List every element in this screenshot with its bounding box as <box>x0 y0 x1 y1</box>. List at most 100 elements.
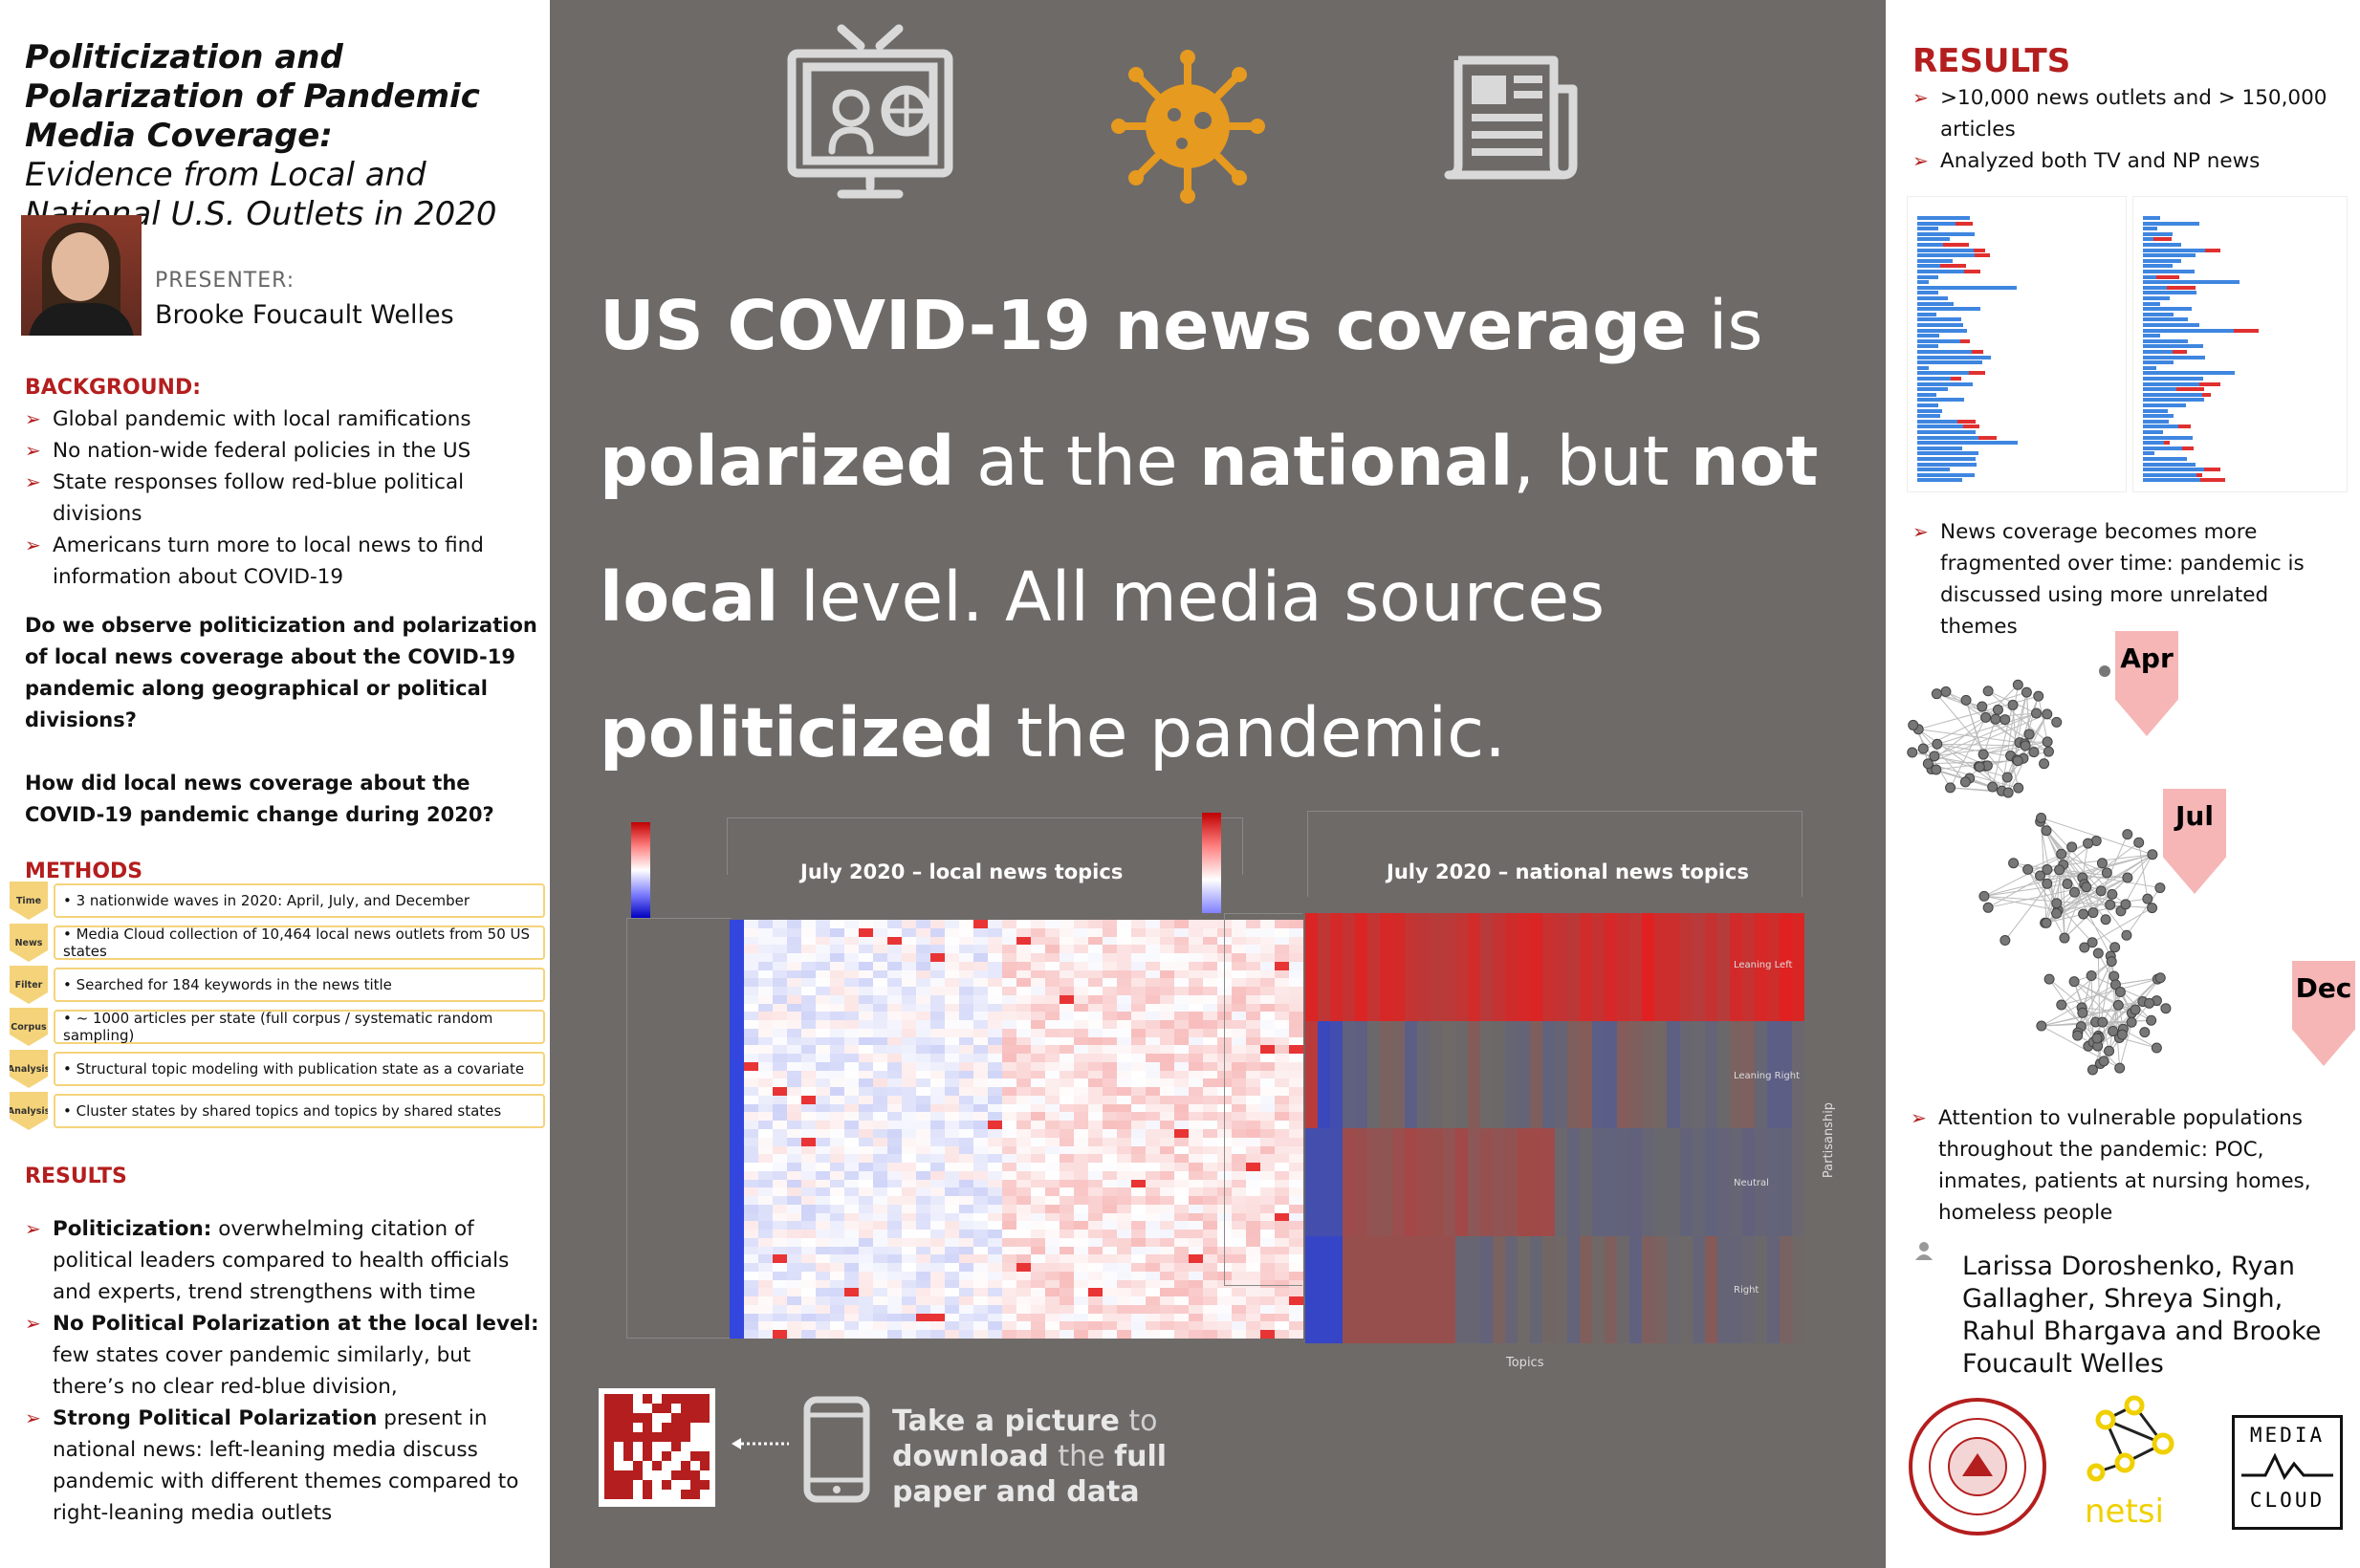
heatmap-cell <box>1246 1196 1260 1205</box>
heatmap-cell <box>773 1304 787 1314</box>
heatmap-cell <box>1060 1163 1074 1171</box>
heatmap-cell <box>1103 1103 1117 1113</box>
heatmap-cell <box>816 1304 830 1314</box>
network-node <box>2007 699 2019 710</box>
network-node <box>2160 1003 2172 1014</box>
heatmap-cell <box>1117 1121 1131 1129</box>
heatmap-cell <box>830 1179 844 1188</box>
heatmap-cell <box>787 1280 801 1289</box>
heatmap-cell <box>930 1279 945 1289</box>
heatmap-cell <box>1289 961 1303 970</box>
heatmap-cell <box>873 1095 887 1104</box>
heatmap-cell <box>830 978 844 988</box>
heatmap-cell <box>1103 1145 1117 1155</box>
heatmap-cell <box>1704 913 1717 1021</box>
heatmap-cell <box>930 1187 945 1197</box>
heatmap-cell <box>1232 1296 1246 1305</box>
heatmap-cell <box>1016 987 1031 995</box>
heatmap-cell <box>973 1045 988 1055</box>
heatmap-cell <box>988 1070 1002 1079</box>
heatmap-cell <box>830 1230 844 1238</box>
heatmap-cell <box>744 1145 758 1155</box>
network-node <box>2081 882 2092 893</box>
heatmap-cell <box>1103 1154 1117 1163</box>
heatmap-cell <box>1103 1313 1117 1322</box>
heatmap-cell <box>1160 1112 1174 1122</box>
heatmap-cell <box>1275 1330 1289 1339</box>
heatmap-cell <box>1074 1196 1088 1205</box>
network-node <box>1907 747 1918 758</box>
heatmap-cell <box>873 987 887 995</box>
network-node <box>2096 858 2108 869</box>
heatmap-cell <box>1131 1279 1146 1289</box>
heatmap-cell <box>1679 1128 1693 1236</box>
heatmap-cell <box>973 1028 988 1037</box>
heatmap-cell <box>830 1288 844 1297</box>
heatmap-cell <box>1146 1020 1160 1029</box>
bar <box>2143 414 2174 419</box>
heatmap-cell <box>945 1246 959 1255</box>
heatmap-cell <box>1103 1263 1117 1272</box>
heatmap-cell <box>859 1103 873 1113</box>
heatmap-cell <box>1045 1045 1060 1055</box>
heatmap-cell <box>844 1078 859 1087</box>
heatmap-cell <box>744 1045 758 1054</box>
heatmap-cell <box>1002 1104 1016 1113</box>
heatmap-cell <box>1232 1087 1246 1096</box>
heatmap-cell <box>1045 1145 1060 1155</box>
heatmap-cell <box>988 1112 1002 1122</box>
heatmap-cell <box>801 1230 816 1238</box>
heatmap-cell <box>1031 945 1045 953</box>
heatmap-cell <box>744 1321 758 1331</box>
heatmap-cell <box>959 1028 973 1037</box>
heatmap-cell <box>1117 978 1131 988</box>
bar <box>1917 243 1943 247</box>
heatmap-cell <box>873 1103 887 1113</box>
heatmap-cell <box>930 969 945 979</box>
heatmap-cell <box>1174 978 1189 987</box>
heatmap-cell <box>859 1246 873 1255</box>
network-node <box>2036 1020 2047 1032</box>
heatmap-cell <box>730 1330 744 1339</box>
heatmap-cell <box>1766 913 1780 1021</box>
heatmap-cell <box>801 1204 816 1213</box>
qr-code[interactable] <box>599 1388 715 1507</box>
heatmap-cell <box>1103 1061 1117 1071</box>
heatmap-cell <box>758 1138 773 1146</box>
heatmap-cell <box>1031 969 1045 979</box>
heatmap-cell <box>1002 1204 1016 1213</box>
heatmap-cell <box>916 978 930 988</box>
heatmap-cell <box>1160 1020 1174 1029</box>
heatmap-cell <box>1160 978 1174 988</box>
heatmap-cell <box>758 1071 773 1079</box>
heatmap-cell <box>1289 1012 1303 1021</box>
heatmap-cell <box>1045 994 1060 1004</box>
heatmap-cell <box>1146 969 1160 979</box>
heatmap-cell <box>1031 1163 1045 1171</box>
heatmap-cell <box>902 1313 916 1322</box>
heatmap-cell <box>1629 1020 1643 1128</box>
heatmap-cell <box>1479 913 1493 1021</box>
heatmap-cell <box>1260 1145 1275 1155</box>
heatmap-cell <box>773 1061 787 1071</box>
heatmap-cell <box>1174 1279 1189 1289</box>
network-node <box>1929 751 1940 762</box>
heatmap-cell <box>1455 1021 1468 1129</box>
bar <box>1974 253 1990 258</box>
heatmap-cell <box>1074 1121 1088 1129</box>
bar <box>2143 425 2179 429</box>
heatmap-cell <box>973 1196 988 1205</box>
heatmap-cell <box>887 1237 902 1247</box>
heatmap-cell <box>1060 1187 1074 1196</box>
heatmap-cell <box>973 1129 988 1138</box>
heatmap-cell <box>1074 978 1088 987</box>
heatmap-cell <box>887 1246 902 1255</box>
heatmap-cell <box>1275 1187 1289 1197</box>
heatmap-cell <box>1275 1271 1289 1280</box>
heatmap-cell <box>1189 1230 1203 1238</box>
heatmap-cell <box>959 1103 973 1113</box>
heatmap-cell <box>1117 1096 1131 1104</box>
heatmap-cell <box>1060 1221 1074 1230</box>
heatmap-cell <box>844 1071 859 1079</box>
